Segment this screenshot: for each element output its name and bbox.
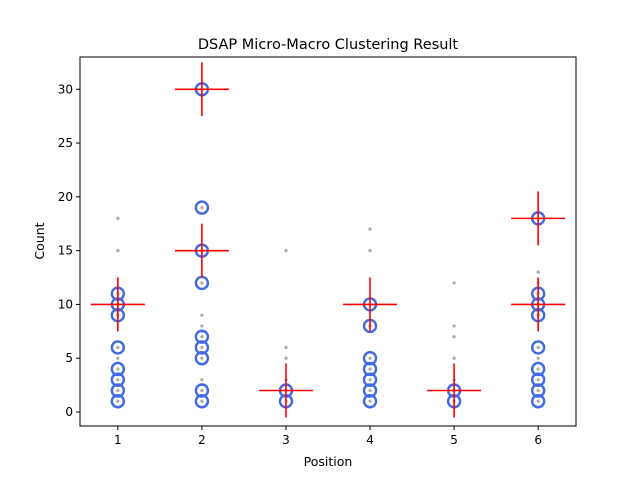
data-point [368, 399, 372, 403]
micro-cluster-marker [194, 329, 210, 344]
y-tick-label: 30 [58, 82, 73, 96]
data-point [200, 313, 204, 317]
y-axis: 0 5 10 15 20 25 30 [58, 82, 80, 419]
data-point [200, 206, 204, 210]
y-tick-label: 25 [58, 136, 73, 150]
y-tick-label: 5 [65, 351, 73, 365]
micro-cluster-marker [362, 383, 378, 398]
y-tick-label: 0 [65, 405, 73, 419]
data-point [200, 281, 204, 285]
micro-cluster-marker [110, 340, 126, 355]
data-point [452, 356, 456, 360]
data-point [368, 388, 372, 393]
micro-cluster-marker [110, 361, 126, 377]
macro-cluster-marker [343, 277, 398, 332]
macro-cluster-marker [258, 363, 313, 418]
macro-cluster-marker [511, 191, 566, 246]
data-point [116, 367, 120, 371]
data-point [116, 388, 120, 393]
data-point [536, 345, 540, 350]
data-point [116, 378, 120, 382]
x-tick-label: 6 [534, 433, 542, 447]
data-point [536, 270, 540, 274]
data-point [200, 388, 204, 393]
micro-cluster-marker [110, 394, 126, 409]
x-tick-label: 3 [282, 433, 290, 447]
plot-marks [90, 62, 566, 418]
data-point [368, 227, 372, 231]
data-point [116, 345, 120, 350]
y-tick-label: 15 [58, 244, 73, 258]
micro-cluster-marker [194, 200, 210, 215]
micro-cluster-marker [362, 394, 378, 409]
data-point [368, 356, 372, 360]
micro-cluster-marker [362, 361, 378, 377]
data-point [368, 378, 372, 382]
data-point [200, 335, 204, 339]
y-tick-label: 10 [58, 297, 73, 311]
data-point [284, 345, 288, 350]
data-point [452, 324, 456, 328]
data-point [200, 378, 204, 382]
plot-frame [79, 56, 577, 427]
data-point [200, 356, 204, 360]
data-point [200, 324, 204, 328]
x-axis-label: Position [304, 454, 353, 469]
x-tick-label: 4 [366, 433, 374, 447]
data-point [284, 356, 288, 360]
micro-cluster-marker [194, 340, 210, 355]
micro-cluster-marker [110, 383, 126, 398]
data-point [452, 281, 456, 285]
data-point [536, 356, 540, 360]
y-axis-label: Count [32, 222, 47, 259]
data-point [116, 216, 120, 220]
macro-cluster-marker [174, 62, 229, 117]
data-point [368, 249, 372, 253]
macro-cluster-marker [511, 277, 566, 332]
data-point [536, 378, 540, 382]
chart-title: DSAP Micro-Macro Clustering Result [198, 37, 459, 53]
macro-cluster-marker [90, 277, 145, 332]
micro-cluster-marker [194, 351, 210, 366]
micro-cluster-marker [530, 340, 546, 355]
data-point [368, 367, 372, 371]
micro-cluster-marker [530, 383, 546, 398]
data-point [116, 249, 120, 253]
x-tick-label: 5 [450, 433, 458, 447]
macro-cluster-marker [427, 363, 482, 418]
data-point [284, 249, 288, 253]
data-point [452, 335, 456, 339]
micro-cluster-marker [530, 394, 546, 409]
micro-cluster-marker [530, 372, 546, 387]
x-tick-label: 2 [198, 433, 206, 447]
data-point [536, 367, 540, 371]
macro-cluster-marker [174, 223, 229, 278]
x-tick-label: 1 [114, 433, 122, 447]
data-point [536, 388, 540, 393]
data-point [200, 399, 204, 403]
micro-cluster-marker [194, 394, 210, 409]
micro-cluster-marker [110, 372, 126, 387]
x-axis: 1 2 3 4 5 6 [114, 426, 542, 447]
data-point [536, 399, 540, 403]
y-tick-label: 20 [58, 190, 73, 204]
micro-cluster-marker [530, 361, 546, 377]
data-point [116, 399, 120, 403]
micro-cluster-marker [362, 351, 378, 366]
data-point [200, 345, 204, 350]
data-point [116, 356, 120, 360]
micro-cluster-marker [362, 372, 378, 387]
micro-cluster-marker [194, 383, 210, 398]
